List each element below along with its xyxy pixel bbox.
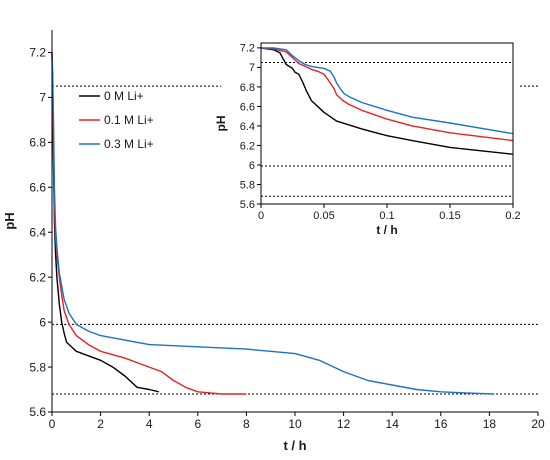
main-chart: 0 2 4 6 8 10 12 14 16 18 20 5.6 5.8 6 6.2 6.4 6.6 6.8 7 7.… bbox=[2, 30, 545, 453]
inset-y-tick-label: 6.8 bbox=[240, 82, 255, 94]
inset-y-tick-label: 6 bbox=[249, 160, 255, 172]
inset-series-line-1 bbox=[260, 47, 514, 155]
legend-label-1: 0 M Li+ bbox=[104, 89, 144, 103]
main-x-tick-label: 16 bbox=[434, 417, 448, 431]
main-y-tick-label: 6 bbox=[39, 315, 46, 329]
main-y-tick-label: 6.4 bbox=[29, 225, 46, 239]
inset-background bbox=[221, 37, 519, 240]
main-x-tick-label: 0 bbox=[49, 417, 56, 431]
legend-label-2: 0.1 M Li+ bbox=[104, 113, 154, 127]
inset-y-tick-label: 6.2 bbox=[240, 140, 255, 152]
main-x-tick-label: 4 bbox=[146, 417, 153, 431]
inset-x-axis-title: t / h bbox=[376, 223, 397, 237]
main-x-tick-label: 10 bbox=[288, 417, 302, 431]
main-y-tick-label: 6.2 bbox=[29, 270, 46, 284]
main-x-ticks: 0 2 4 6 8 10 12 14 16 18 20 bbox=[49, 412, 545, 431]
main-y-ticks: 5.6 5.8 6 6.2 6.4 6.6 6.8 7 7.2 bbox=[29, 46, 52, 419]
main-x-tick-label: 14 bbox=[386, 417, 400, 431]
inset-y-tick-label: 7.2 bbox=[240, 43, 255, 55]
inset-x-tick-label: 0.05 bbox=[313, 210, 334, 222]
inset-x-tick-label: 0.2 bbox=[505, 210, 520, 222]
main-y-tick-label: 7.2 bbox=[29, 46, 46, 60]
inset-y-tick-label: 5.8 bbox=[240, 179, 255, 191]
main-series-group bbox=[51, 52, 495, 395]
inset-y-tick-label: 6.6 bbox=[240, 101, 255, 113]
inset-x-tick-label: 0 bbox=[258, 210, 264, 222]
main-x-tick-label: 20 bbox=[531, 417, 545, 431]
inset-x-ticks: 0 0.05 0.1 0.15 0.2 bbox=[258, 204, 521, 222]
legend: 0 M Li+ 0.1 M Li+ 0.3 M Li+ bbox=[79, 89, 154, 151]
main-y-tick-label: 6.8 bbox=[29, 136, 46, 150]
inset-y-ticks: 5.6 5.8 6 6.2 6.4 6.6 6.8 7 7.2 bbox=[240, 43, 261, 211]
main-x-tick-label: 18 bbox=[483, 417, 497, 431]
main-x-tick-label: 2 bbox=[97, 417, 104, 431]
main-x-tick-label: 6 bbox=[194, 417, 201, 431]
inset-series-group bbox=[260, 47, 514, 155]
inset-y-tick-label: 6.4 bbox=[240, 121, 255, 133]
inset-y-tick-label: 5.6 bbox=[240, 199, 255, 211]
main-y-axis-title: pH bbox=[2, 212, 17, 229]
main-y-tick-label: 6.6 bbox=[29, 180, 46, 194]
main-x-tick-label: 8 bbox=[243, 417, 250, 431]
main-x-tick-label: 12 bbox=[337, 417, 351, 431]
main-y-tick-label: 5.8 bbox=[29, 360, 46, 374]
legend-label-3: 0.3 M Li+ bbox=[104, 137, 154, 151]
main-x-axis-title: t / h bbox=[283, 438, 306, 453]
inset-series-line-3 bbox=[261, 47, 514, 135]
inset-series-line-2 bbox=[260, 47, 514, 142]
inset-x-tick-label: 0.15 bbox=[439, 210, 460, 222]
inset-y-tick-label: 7 bbox=[249, 62, 255, 74]
inset-y-axis-title: pH bbox=[214, 116, 228, 132]
main-y-tick-label: 5.6 bbox=[29, 405, 46, 419]
main-y-tick-label: 7 bbox=[39, 91, 46, 105]
inset-chart: 0 0.05 0.1 0.15 0.2 5.65.866.26.46.66.877.2 … bbox=[214, 37, 521, 240]
main-series-line-3 bbox=[51, 52, 495, 395]
inset-x-tick-label: 0.1 bbox=[379, 210, 394, 222]
